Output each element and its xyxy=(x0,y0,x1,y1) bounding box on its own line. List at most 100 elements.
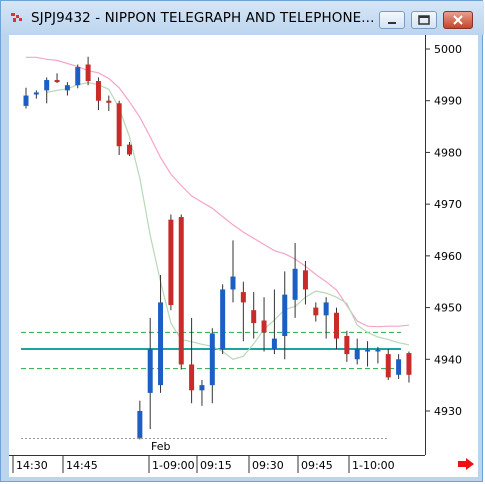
close-icon xyxy=(453,15,463,25)
candle xyxy=(313,302,319,322)
moving-average-fast xyxy=(46,81,410,360)
candle xyxy=(23,87,29,109)
y-tick-label: 4980 xyxy=(434,146,462,159)
candle xyxy=(95,77,101,111)
candle-body xyxy=(375,349,381,352)
candle-body xyxy=(261,320,267,333)
candle xyxy=(406,351,412,383)
candlestick-chart[interactable]: 5000 4990 4980 4970 4960 4950 4940 4930 14:30 14… xyxy=(9,35,478,477)
candle xyxy=(54,73,60,84)
candle-body xyxy=(33,92,39,95)
candle-body xyxy=(75,67,81,86)
close-button[interactable] xyxy=(443,11,473,29)
x-tick-label: 14:45 xyxy=(66,459,98,472)
candle xyxy=(261,297,267,352)
candle-body xyxy=(344,336,350,355)
candle-body xyxy=(406,353,412,375)
candle xyxy=(292,242,298,318)
candle xyxy=(271,289,277,355)
candle-body xyxy=(334,312,339,339)
candle xyxy=(127,142,132,157)
period-marker: Feb xyxy=(151,440,170,453)
x-tick-label: 09:15 xyxy=(200,459,232,472)
plot-background xyxy=(9,35,425,455)
candle xyxy=(354,338,360,365)
candle-body xyxy=(64,85,70,91)
candle xyxy=(106,95,112,112)
candle xyxy=(334,307,339,349)
candle-body xyxy=(385,354,391,378)
candle xyxy=(158,274,164,393)
candle xyxy=(199,379,205,406)
scroll-right-arrow[interactable] xyxy=(456,457,476,471)
x-tick-label: 1-09:00 xyxy=(152,459,195,472)
y-tick-label: 4990 xyxy=(434,95,462,108)
maximize-icon xyxy=(418,15,430,25)
candle-body xyxy=(23,95,29,106)
candle-body xyxy=(44,80,50,91)
arrow-right-icon xyxy=(458,458,474,470)
y-tick-label: 4960 xyxy=(434,250,462,263)
minimize-button[interactable] xyxy=(379,11,405,29)
candle xyxy=(147,317,153,430)
candle xyxy=(64,82,70,96)
x-tick-label: 09:30 xyxy=(252,459,284,472)
candle-body xyxy=(292,268,298,300)
candle-body xyxy=(158,302,164,386)
candle-body xyxy=(220,289,226,349)
candle-body xyxy=(251,310,257,324)
candle xyxy=(33,90,39,99)
candle xyxy=(209,328,215,404)
candle-body xyxy=(147,348,153,393)
candle-body xyxy=(54,80,60,83)
candle xyxy=(168,214,174,311)
candle-body xyxy=(230,276,236,290)
candle-body xyxy=(240,292,246,303)
candle-body xyxy=(365,349,371,352)
y-tick-label: 4950 xyxy=(434,302,462,315)
candle xyxy=(385,348,391,380)
y-tick-label: 4930 xyxy=(434,405,462,418)
candle xyxy=(344,330,350,362)
candle xyxy=(302,261,308,305)
candle-body xyxy=(271,338,277,349)
candle xyxy=(323,297,329,339)
title-bar[interactable]: SJPJ9432 - NIPPON TELEGRAPH AND TELEPHON… xyxy=(1,1,484,35)
candle-body xyxy=(95,81,101,101)
candle xyxy=(116,100,122,156)
candle-body xyxy=(282,294,288,337)
candle xyxy=(282,271,288,360)
candle-body xyxy=(85,64,91,82)
candle xyxy=(85,56,91,86)
candle-body xyxy=(178,217,184,365)
y-tick-label: 4940 xyxy=(434,353,462,366)
candle xyxy=(137,400,143,440)
chart-area[interactable]: 5000 4990 4980 4970 4960 4950 4940 4930 14:30 14… xyxy=(9,35,478,477)
candle xyxy=(75,64,81,89)
maximize-button[interactable] xyxy=(411,11,437,29)
candle-body xyxy=(106,100,112,103)
candle xyxy=(189,317,195,404)
y-tick-label: 5000 xyxy=(434,43,462,56)
candle xyxy=(220,284,226,355)
candle-body xyxy=(354,348,360,360)
y-tick-label: 4970 xyxy=(434,198,462,211)
x-tick-label: 14:30 xyxy=(16,459,48,472)
candle xyxy=(230,240,236,303)
minimize-icon xyxy=(388,22,396,24)
x-tick-label: 09:45 xyxy=(301,459,333,472)
candle-body xyxy=(302,270,308,290)
x-tick-label: 1-10:00 xyxy=(352,459,395,472)
app-icon xyxy=(11,13,22,22)
candle-body xyxy=(323,302,329,316)
candle-body xyxy=(313,307,319,316)
candle-body xyxy=(189,364,195,391)
candle xyxy=(251,292,257,339)
candle xyxy=(396,354,402,379)
candle xyxy=(240,281,246,342)
candle xyxy=(375,346,381,364)
candle-body xyxy=(137,411,143,438)
window-title: SJPJ9432 - NIPPON TELEGRAPH AND TELEPHON… xyxy=(31,10,375,26)
candle-body xyxy=(127,144,132,155)
